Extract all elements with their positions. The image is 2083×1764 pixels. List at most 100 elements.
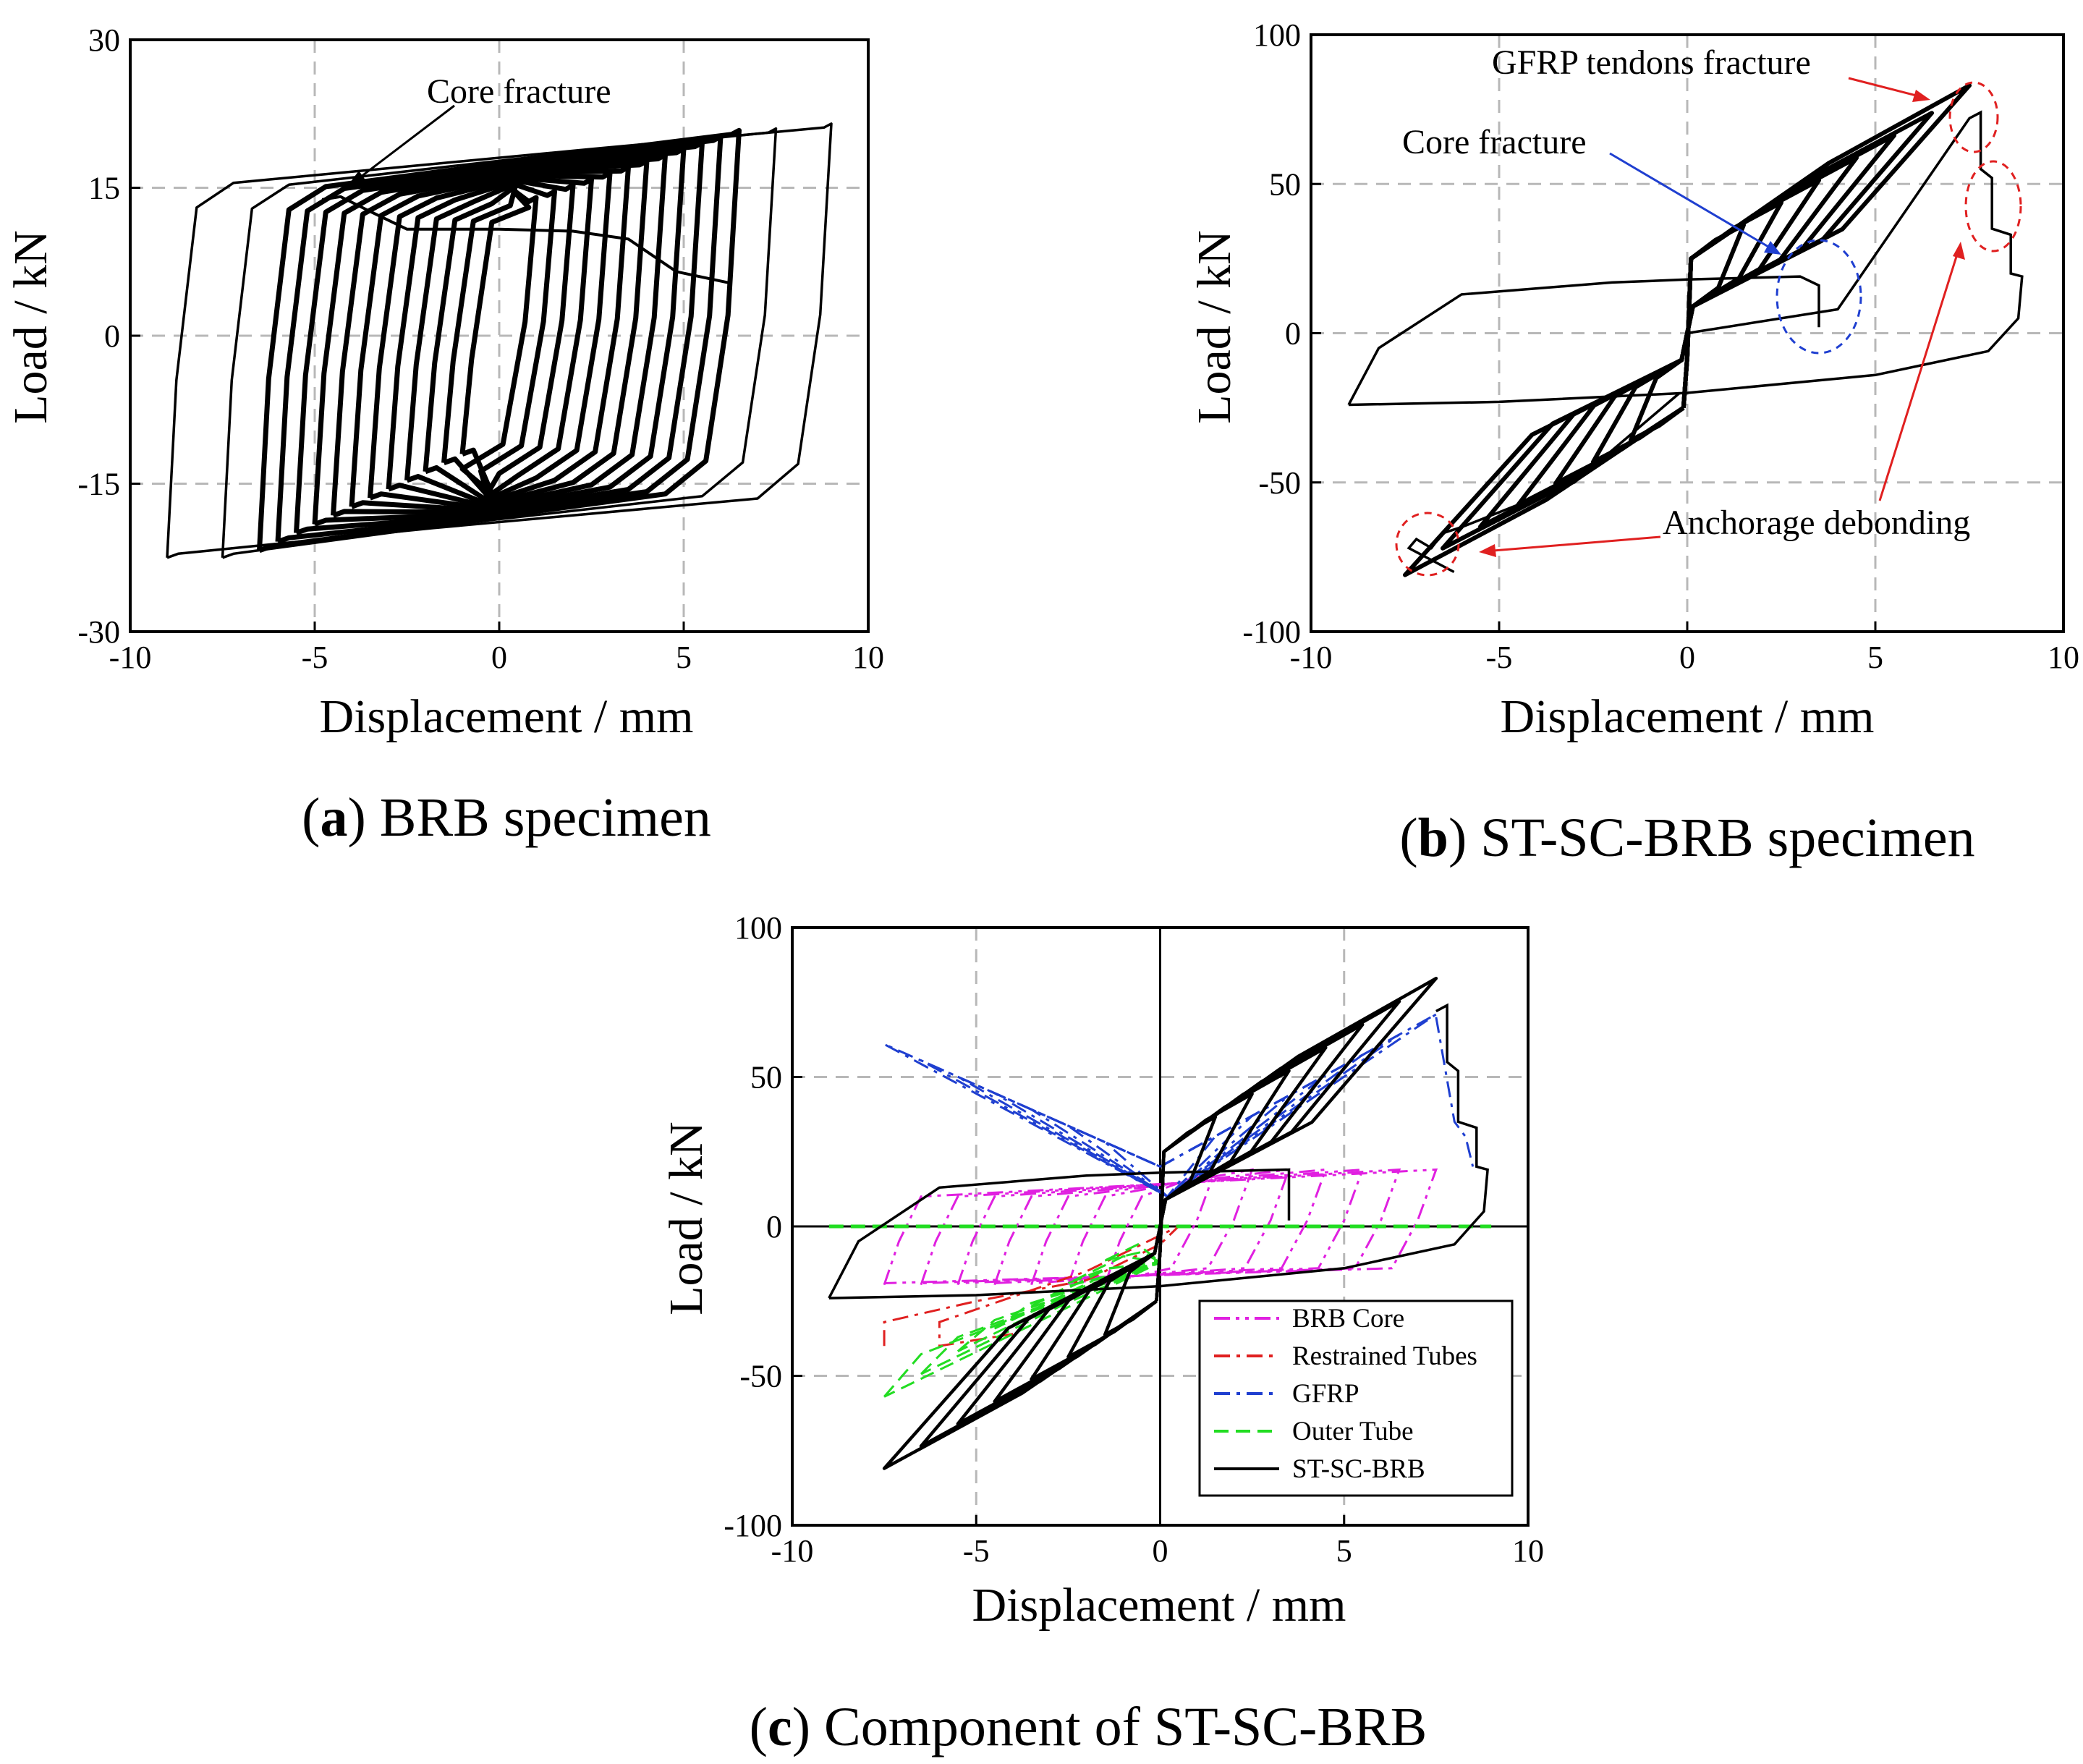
panel-c-y-axis-title: Load / kN bbox=[660, 1121, 713, 1315]
x-tick-label: 10 bbox=[852, 640, 884, 675]
panel-b-annotation-gfrp-arrowhead bbox=[1912, 90, 1930, 102]
legend-label: Outer Tube bbox=[1292, 1417, 1414, 1446]
brb-core-curve bbox=[883, 1168, 1438, 1286]
x-tick-label: 5 bbox=[676, 640, 692, 675]
legend-label: GFRP bbox=[1292, 1379, 1359, 1409]
y-tick-label: -100 bbox=[724, 1508, 782, 1543]
panel-a-y-axis-title: Load / kN bbox=[4, 230, 57, 424]
panel-b-annotation-anchorage-arrow-lower bbox=[1484, 535, 1661, 553]
y-tick-label: 100 bbox=[734, 910, 782, 946]
panel-a-annotation-arrow bbox=[348, 104, 455, 187]
legend-label: ST-SC-BRB bbox=[1292, 1454, 1425, 1484]
x-tick-label: -10 bbox=[771, 1533, 814, 1569]
brb-core-curve bbox=[993, 1168, 1328, 1286]
panel-a-ticks: -10 -5 0 5 10 -30 -15 0 15 30 bbox=[77, 22, 884, 675]
st-sc-brb-core-fracture-curve bbox=[828, 1168, 1291, 1299]
panel-b-caption-text: ST-SC-BRB specimen bbox=[1480, 807, 1974, 868]
x-tick-label: -10 bbox=[1290, 640, 1333, 675]
gfrp-fracture-curve bbox=[1435, 1017, 1475, 1167]
panel-b-annotation-anchorage-arrowhead-lower bbox=[1479, 544, 1496, 557]
x-tick-label: -5 bbox=[1486, 640, 1513, 675]
panel-a-caption-letter: a bbox=[320, 787, 347, 848]
panel-c-curves bbox=[792, 928, 1528, 1525]
legend-label: Restrained Tubes bbox=[1292, 1341, 1477, 1371]
panel-b-x-axis-title: Displacement / mm bbox=[1501, 690, 1875, 743]
x-tick-label: 5 bbox=[1336, 1533, 1352, 1569]
y-tick-label: -50 bbox=[1258, 465, 1301, 501]
y-tick-label: 100 bbox=[1253, 17, 1301, 53]
y-tick-label: 15 bbox=[88, 171, 120, 206]
panel-a-annotation-core-fracture: Core fracture bbox=[346, 72, 611, 188]
y-tick-label: 0 bbox=[1285, 316, 1301, 352]
x-tick-label: -5 bbox=[302, 640, 328, 675]
x-tick-label: 10 bbox=[2048, 640, 2079, 675]
panel-b-annotation-anchorage-arrow-upper bbox=[1878, 247, 1961, 501]
outer-tube-curve bbox=[1104, 1243, 1161, 1263]
panel-c-legend-entries: BRB Core Restrained Tubes GFRP Outer Tube ST… bbox=[1214, 1304, 1477, 1484]
panel-b-caption: (b) ST-SC-BRB specimen bbox=[1399, 807, 1974, 868]
y-tick-label: 0 bbox=[766, 1209, 782, 1244]
brb-hysteresis-loop bbox=[257, 127, 742, 554]
brb-fracture-path bbox=[321, 195, 732, 285]
st-sc-brb-hysteresis-loop bbox=[1403, 83, 1972, 577]
y-tick-label: 0 bbox=[104, 318, 120, 354]
panel-b-anchorage-circle-left bbox=[1395, 512, 1460, 577]
panel-b-annotation-core-fracture: Core fracture bbox=[1402, 123, 1862, 355]
panel-b-annotation-gfrp-arrow bbox=[1848, 77, 1925, 99]
legend-label: BRB Core bbox=[1292, 1304, 1404, 1333]
panel-b-annotation-gfrp-label: GFRP tendons fracture bbox=[1492, 43, 1811, 82]
y-tick-label: 30 bbox=[88, 22, 120, 58]
panel-c-legend: BRB Core Restrained Tubes GFRP Outer Tube ST… bbox=[1198, 1299, 1514, 1497]
panel-c-x-axis-title: Displacement / mm bbox=[972, 1579, 1346, 1632]
panel-a-annotation-label: Core fracture bbox=[427, 72, 611, 111]
panel-c-caption-letter: c bbox=[768, 1697, 792, 1757]
panel-b-anchorage-circle-right bbox=[1964, 160, 2022, 253]
x-tick-label: 0 bbox=[1153, 1533, 1168, 1569]
panel-c-caption-text: Component of ST-SC-BRB bbox=[824, 1697, 1427, 1757]
x-tick-label: 0 bbox=[491, 640, 507, 675]
st-sc-brb-curve bbox=[882, 976, 1438, 1470]
panel-a-curves bbox=[166, 122, 833, 559]
panel-a-caption-text: BRB specimen bbox=[380, 787, 711, 848]
panel-a-x-axis-title: Displacement / mm bbox=[320, 690, 694, 743]
x-tick-label: 0 bbox=[1679, 640, 1695, 675]
y-tick-label: -30 bbox=[77, 614, 120, 650]
st-sc-brb-anchorage-curve bbox=[828, 1003, 1489, 1299]
gfrp-curve bbox=[883, 1013, 1437, 1198]
x-tick-label: -5 bbox=[963, 1533, 990, 1569]
panel-a-gridlines bbox=[130, 40, 868, 632]
y-tick-label: 50 bbox=[750, 1060, 782, 1095]
brb-core-curve bbox=[920, 1168, 1401, 1286]
panel-c-caption: (c) Component of ST-SC-BRB bbox=[750, 1697, 1427, 1757]
panel-c-legend-box bbox=[1198, 1299, 1514, 1497]
st-sc-brb-anchorage-path bbox=[1348, 110, 2024, 407]
y-tick-label: -100 bbox=[1242, 614, 1301, 650]
x-tick-label: -10 bbox=[109, 640, 152, 675]
panel-b-annotation-core-label: Core fracture bbox=[1402, 123, 1587, 161]
brb-core-curve bbox=[956, 1168, 1365, 1286]
y-tick-label: -15 bbox=[77, 467, 120, 502]
panel-b-curves bbox=[1347, 83, 2024, 577]
panel-b-annotation-core-arrowhead bbox=[1764, 241, 1781, 255]
panel-b-annotation-gfrp-fracture: GFRP tendons fracture bbox=[1492, 43, 1999, 153]
panel-a-caption: (a) BRB specimen bbox=[302, 787, 711, 848]
panel-b-annotation-anchorage: Anchorage debonding bbox=[1395, 160, 2022, 577]
x-tick-label: 5 bbox=[1867, 640, 1883, 675]
y-tick-label: -50 bbox=[739, 1359, 782, 1394]
y-tick-label: 50 bbox=[1269, 166, 1301, 202]
x-tick-label: 10 bbox=[1512, 1533, 1544, 1569]
panel-b-gfrp-fracture-circle bbox=[1948, 81, 1999, 153]
panel-b-core-fracture-circle bbox=[1776, 239, 1862, 355]
panel-b-annotation-core-arrow bbox=[1609, 152, 1778, 253]
panel-b-annotation-anchorage-arrowhead-upper bbox=[1953, 242, 1965, 260]
panel-b-y-axis-title: Load / kN bbox=[1188, 230, 1241, 424]
st-sc-brb-compression-debond-path bbox=[1407, 391, 1681, 574]
panel-b-annotation-anchorage-label: Anchorage debonding bbox=[1663, 504, 1970, 542]
panel-b-caption-letter: b bbox=[1418, 807, 1448, 868]
st-sc-brb-core-fracture-path bbox=[1347, 275, 1820, 406]
